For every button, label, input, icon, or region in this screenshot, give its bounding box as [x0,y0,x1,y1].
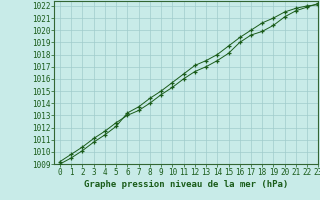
X-axis label: Graphe pression niveau de la mer (hPa): Graphe pression niveau de la mer (hPa) [84,180,289,189]
